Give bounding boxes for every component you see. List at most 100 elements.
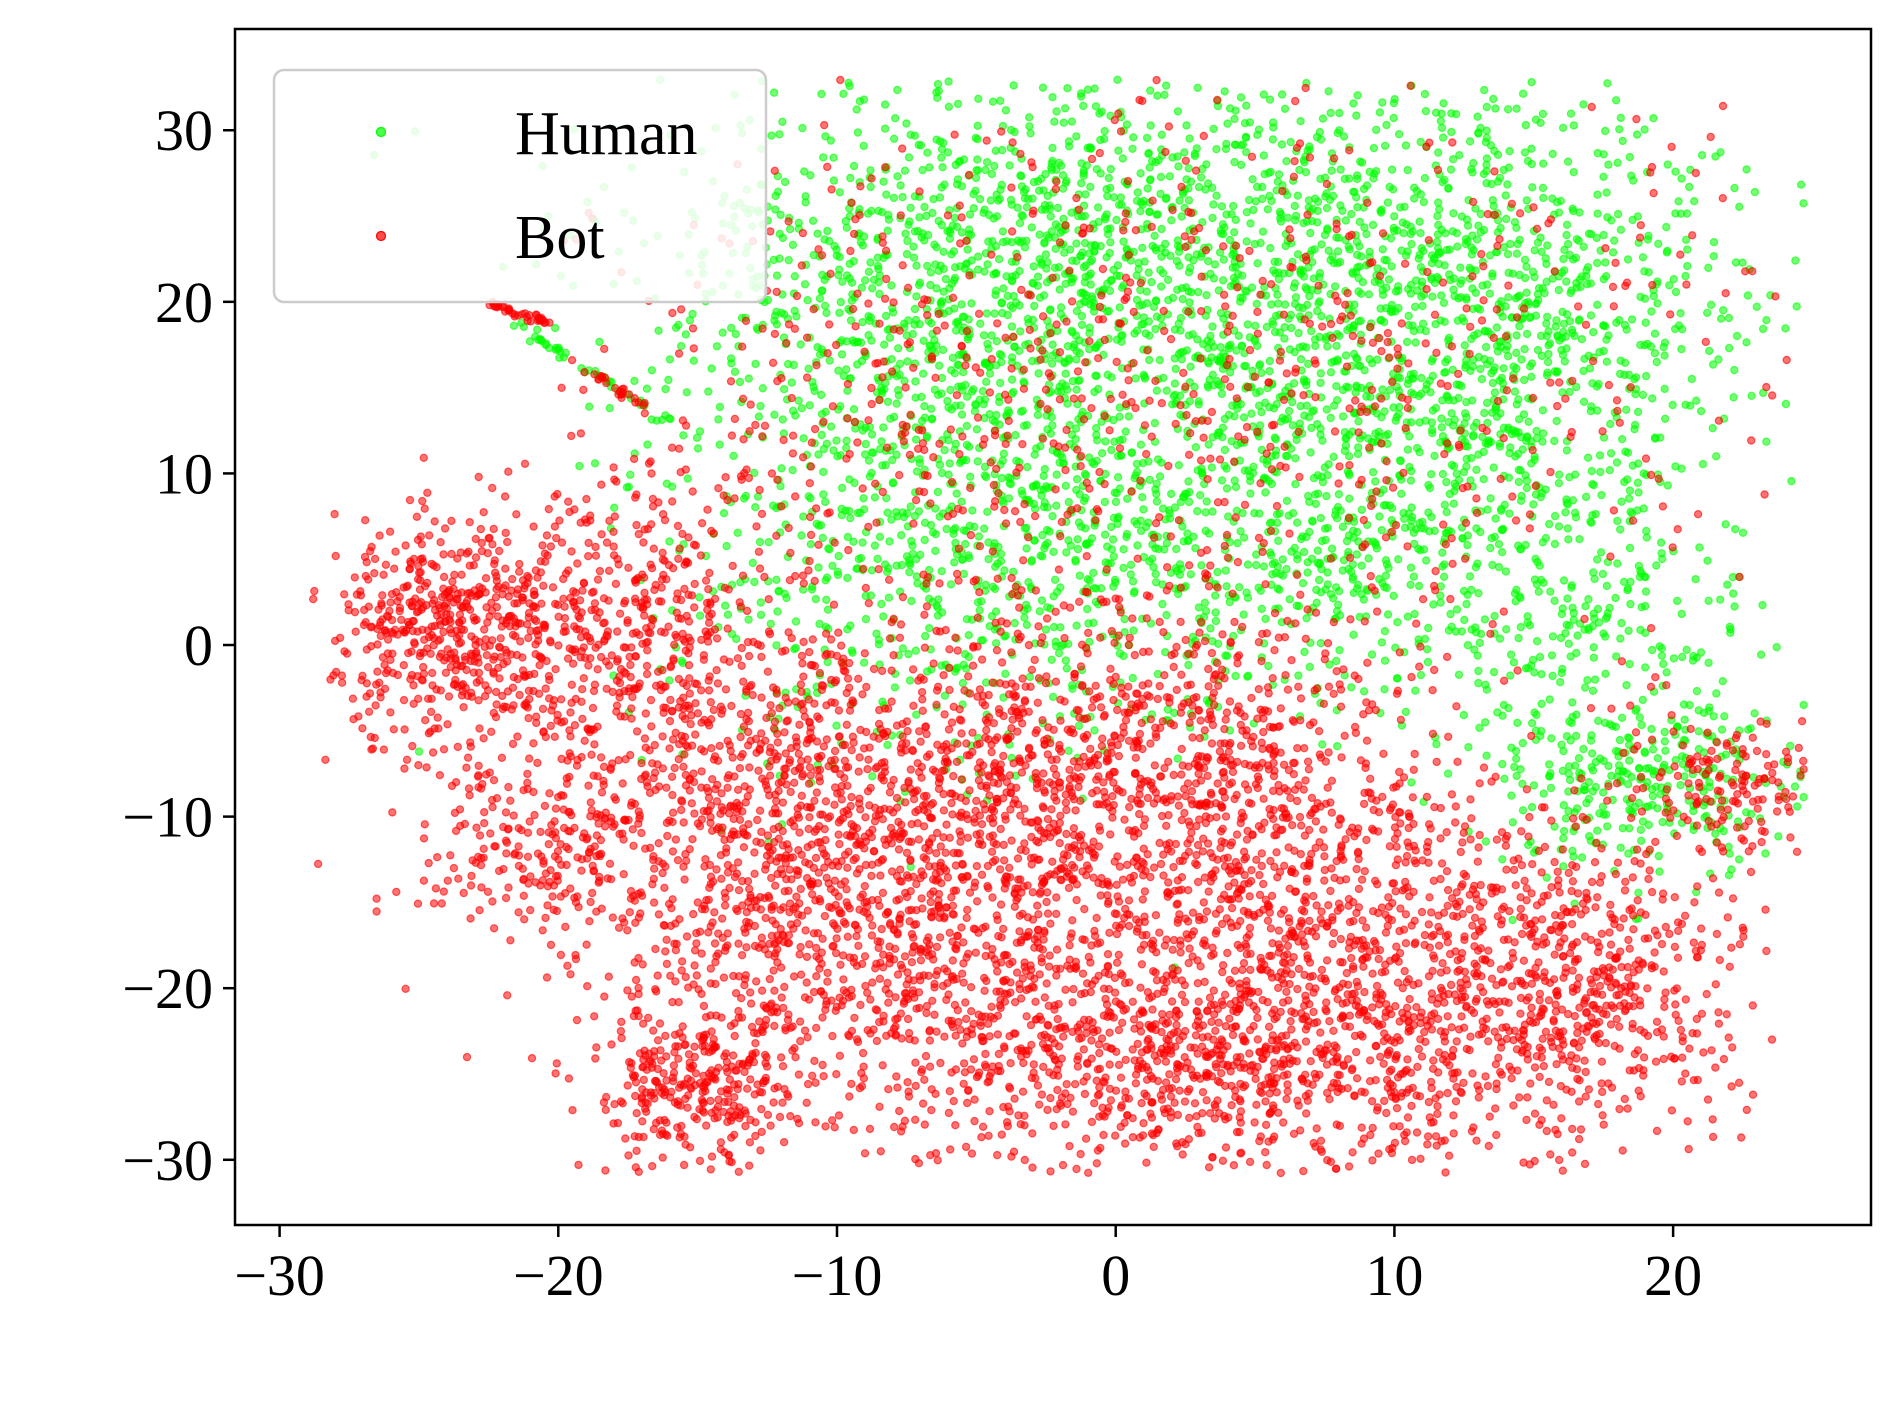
data-point-bot [1102,1042,1111,1052]
data-point-bot [1116,1073,1126,1082]
data-point-human [1064,497,1074,507]
data-point-human [777,464,786,473]
data-point-human [1505,509,1514,518]
data-point-human [1564,621,1574,630]
data-point-human [996,378,1005,388]
data-point-human [1243,593,1253,603]
data-point-human [848,648,857,657]
data-point-human [1366,392,1375,402]
data-point-human [1689,196,1699,206]
data-point-human [1310,335,1320,344]
data-point-human [864,331,873,340]
data-point-human [1084,453,1094,462]
data-point-human [1480,615,1490,624]
data-point-human [1493,708,1502,717]
data-point-human [1475,305,1485,314]
data-point-human [1064,536,1073,545]
data-point-human [1497,548,1507,557]
data-point-human [1480,327,1490,336]
data-point-human [1110,575,1120,585]
data-point-human [1151,296,1161,305]
data-point-human [1052,107,1061,116]
data-point-human [1647,724,1656,734]
data-point-human [1426,470,1436,479]
data-point-human [1217,476,1227,485]
data-point-bot [1149,1142,1158,1152]
data-point-human [1516,593,1525,603]
data-point-human [1633,478,1643,487]
data-point-human [1485,289,1495,298]
data-point-human [1728,572,1738,582]
data-point-human [1617,497,1626,506]
data-point-human [1427,357,1437,366]
data-point-human [1469,645,1479,654]
data-point-human [1734,855,1744,864]
data-point-human [769,88,779,97]
data-point-human [1582,279,1592,289]
data-point-human [1371,429,1380,438]
data-point-bot [1112,958,1122,967]
data-point-human [1047,655,1056,665]
data-point-human [880,124,890,133]
data-point-human [828,561,837,571]
data-point-human [1523,664,1533,673]
data-point-human [893,85,902,95]
data-point-human [1439,99,1448,108]
data-point-human [1038,83,1048,92]
data-point-bot [1062,1079,1071,1089]
data-point-human [945,234,955,243]
data-point-human [1486,543,1495,553]
data-point-human [1156,314,1166,323]
data-point-human [1158,504,1168,513]
data-point-human [1530,246,1539,255]
data-point-human [1064,746,1073,756]
data-point-human [1532,637,1542,646]
data-point-human [1599,230,1608,240]
data-point-human [1290,347,1299,357]
data-point-human [1062,176,1071,186]
data-point-human [1331,583,1341,592]
data-point-human [836,297,846,307]
data-point-human [1081,540,1091,549]
data-point-human [997,357,1006,367]
data-point-human [1151,324,1160,334]
data-point-human [1121,427,1130,436]
data-point-human [989,214,998,223]
data-point-human [893,386,903,395]
data-point-human [824,544,833,553]
data-point-bot [970,1095,979,1104]
data-point-human [843,573,852,583]
data-point-human [1020,613,1029,622]
data-point-human [1030,504,1040,513]
data-point-human [1257,182,1267,192]
data-point-human [1525,313,1534,323]
data-point-human [1529,500,1538,509]
data-point-bot [1204,1163,1214,1172]
data-point-human [1376,304,1385,313]
data-point-human [1119,563,1128,573]
data-point-human [555,353,564,362]
data-point-human [1202,497,1211,506]
data-point-human [1283,414,1293,424]
data-point-human [983,260,992,269]
data-point-human [1292,518,1302,527]
data-point-human [1618,824,1628,833]
data-point-human [1442,391,1452,400]
data-point-human [1354,317,1363,326]
data-point-human [1459,710,1469,720]
data-point-human [1186,570,1196,579]
data-point-human [1617,713,1627,723]
data-point-human [973,134,982,144]
data-point-human [1636,625,1645,635]
data-point-human [1305,142,1314,151]
data-point-human [907,536,916,546]
data-point-human [1469,430,1478,440]
data-point-human [1567,581,1577,590]
data-point-human [1649,291,1659,301]
data-point-human [1781,324,1790,333]
data-point-human [1611,593,1620,603]
data-point-human [1275,328,1285,337]
data-point-human [1152,386,1162,395]
data-point-human [1106,238,1115,247]
data-point-human [1596,548,1606,557]
